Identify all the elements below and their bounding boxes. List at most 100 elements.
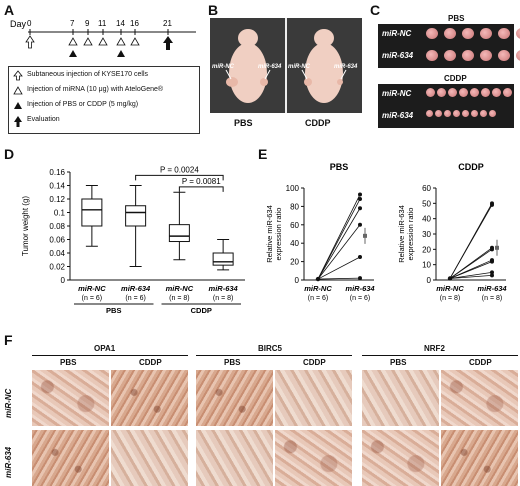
y-tick-label: 0.12 xyxy=(49,195,65,204)
x-category-label: miR-634 xyxy=(209,284,239,293)
mouse-caption-cddp: CDDP xyxy=(305,118,331,128)
open-triangle-icon xyxy=(13,86,23,95)
day-9: 9 xyxy=(85,19,90,28)
box-iqr xyxy=(81,198,103,227)
x-n-label: (n = 8) xyxy=(169,295,189,302)
expression-chart-cddp: CDDP 0 10 20 30 40 50 60 Relative miR-634 express… xyxy=(397,162,507,302)
ihc-marker-label: BIRC5 xyxy=(258,344,283,353)
tumor-634 xyxy=(337,79,343,85)
p-value-label: P = 0.0024 xyxy=(160,165,199,174)
series-line xyxy=(449,275,493,279)
open-arrow-icon xyxy=(13,70,23,81)
tumor-634 xyxy=(260,78,268,86)
group-label: PBS xyxy=(106,306,121,315)
data-point xyxy=(490,202,494,207)
filled-arrow-icon xyxy=(163,36,173,50)
panel-label-e: E xyxy=(258,146,268,162)
mouse-label-nc: miR-NC xyxy=(288,64,311,70)
series-line xyxy=(449,261,493,279)
open-arrow-icon xyxy=(25,35,35,49)
mouse-head xyxy=(238,29,258,47)
y-tick-label: 10 xyxy=(422,261,431,270)
day-14: 14 xyxy=(116,19,125,28)
y-tick-label: 30 xyxy=(422,230,431,239)
filled-triangle-icon xyxy=(14,102,22,109)
panel-label-f: F xyxy=(4,332,13,348)
timeline-diagram: Day 0 7 9 11 14 16 21 xyxy=(10,19,196,57)
legend-text-drug: Injection of PBS or CDDP (5 mg/kg) xyxy=(27,101,139,108)
y-axis-label: expression ratio xyxy=(274,208,283,261)
ihc-grid: OPA1 PBS CDDP BIRC5 PBS CDDP NRF2 PBS CDDP miR-NC… xyxy=(0,344,520,486)
filled-triangle-icon xyxy=(69,50,77,57)
tumor-row-pbs-nc xyxy=(426,28,520,39)
ihc-tissue-image xyxy=(362,430,439,486)
tumor-nc xyxy=(226,77,238,87)
y-axis-label: expression ratio xyxy=(406,208,415,261)
tumor-photo-cddp xyxy=(378,84,514,128)
ihc-row-label: miR-NC xyxy=(4,388,13,418)
y-tick-label: 60 xyxy=(422,184,431,193)
y-tick-label: 0.04 xyxy=(49,249,65,258)
open-triangle-icon xyxy=(68,37,78,46)
panel-label-d: D xyxy=(4,146,15,162)
data-point xyxy=(358,197,362,202)
ihc-tissue-image xyxy=(441,430,518,486)
ihc-tissue-image xyxy=(111,430,188,486)
open-triangle-icon xyxy=(83,37,93,46)
ihc-marker-label: OPA1 xyxy=(94,344,116,353)
series-line xyxy=(449,249,493,279)
mouse-head xyxy=(314,29,334,47)
series-line xyxy=(317,224,361,280)
y-tick-label: 20 xyxy=(290,258,299,267)
mouse-label-634: miR-634 xyxy=(258,64,282,70)
data-point xyxy=(358,222,362,227)
panel-label-c: C xyxy=(370,2,381,18)
x-category-label: miR-634 xyxy=(477,284,507,293)
significance-bracket xyxy=(135,174,224,181)
day-11: 11 xyxy=(98,19,107,28)
mouse-caption-pbs: PBS xyxy=(234,118,253,128)
x-n-label: (n = 6) xyxy=(350,295,370,302)
x-category-label: miR-634 xyxy=(121,284,151,293)
ihc-tissue-image xyxy=(196,430,273,486)
tumor-row-pbs-634 xyxy=(426,50,520,61)
tumor-row-cddp-nc xyxy=(426,88,512,97)
y-tick-label: 80 xyxy=(290,202,299,211)
significance-bracket xyxy=(178,186,224,192)
y-tick-label: 50 xyxy=(422,199,431,208)
box-iqr xyxy=(212,252,234,266)
ihc-tissue-image xyxy=(111,370,188,426)
data-point xyxy=(490,273,494,278)
series-line xyxy=(317,277,361,280)
day-21: 21 xyxy=(163,19,172,28)
series-line xyxy=(317,208,361,280)
timeline-ticks xyxy=(29,29,169,35)
x-n-label: (n = 6) xyxy=(125,295,145,302)
series-line xyxy=(449,271,493,279)
x-category-label: miR-NC xyxy=(436,284,464,293)
tumor-row-label-nc: miR-NC xyxy=(382,89,412,98)
ihc-marker-divider xyxy=(362,355,518,356)
open-triangle-icon xyxy=(130,37,140,46)
data-point xyxy=(358,276,362,281)
data-point xyxy=(358,192,362,197)
legend-text-cells: Subtaneous injection of KYSE170 cells xyxy=(27,71,149,78)
expression-chart-pbs: PBS 0 20 40 60 80 100 Relative miR-634 expressio… xyxy=(265,162,375,302)
y-tick-label: 0.16 xyxy=(49,168,65,177)
mouse-label-634: miR-634 xyxy=(334,64,358,70)
y-tick-label: 40 xyxy=(422,215,431,224)
ihc-row-label: miR-634 xyxy=(4,446,13,478)
group-label: CDDP xyxy=(191,306,212,315)
ihc-condition-label: CDDP xyxy=(469,358,492,367)
box-iqr xyxy=(168,224,190,243)
data-point xyxy=(315,276,321,282)
x-n-label: (n = 6) xyxy=(82,295,102,302)
series-line xyxy=(317,198,361,280)
y-tick-label: 60 xyxy=(290,221,299,230)
tumor-row-label-nc: miR-NC xyxy=(382,29,412,38)
mouse-body xyxy=(305,43,343,103)
day-label: Day xyxy=(10,19,27,29)
ihc-condition-label: PBS xyxy=(390,358,407,367)
day-7: 7 xyxy=(70,19,75,28)
data-point xyxy=(490,270,494,275)
